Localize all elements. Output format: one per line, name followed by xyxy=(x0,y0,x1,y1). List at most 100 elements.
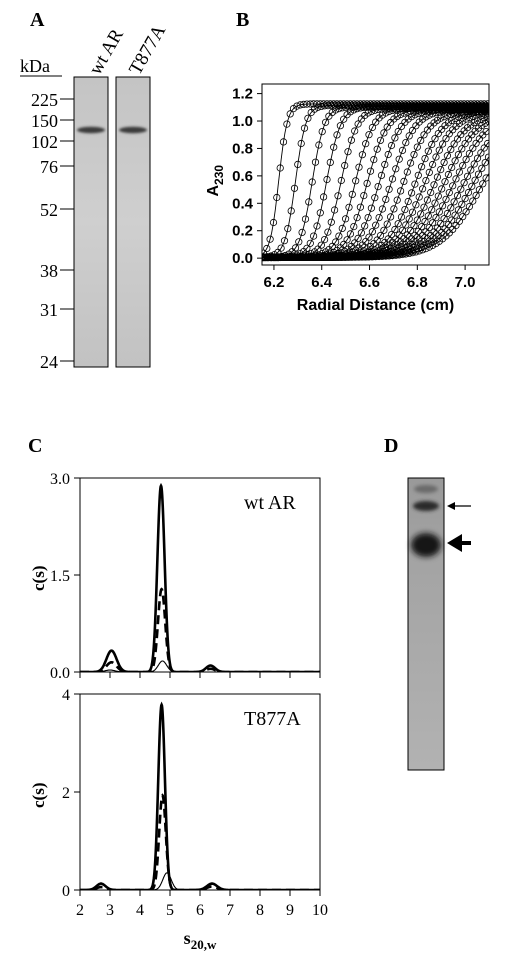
data-point xyxy=(386,213,395,221)
data-point xyxy=(371,106,379,114)
data-point xyxy=(377,171,386,179)
data-point xyxy=(392,106,400,114)
data-point xyxy=(341,161,349,170)
bold-arrow-icon xyxy=(447,534,471,552)
data-point xyxy=(269,218,278,227)
data-point xyxy=(350,223,358,231)
data-point xyxy=(337,176,345,185)
data-point xyxy=(431,199,439,207)
data-point xyxy=(383,220,391,228)
data-point xyxy=(432,153,440,161)
marker-label: 38 xyxy=(40,261,58,281)
data-point xyxy=(326,158,334,166)
data-point xyxy=(316,209,324,217)
data-point xyxy=(484,117,489,125)
data-point xyxy=(366,167,375,175)
marker-label: 150 xyxy=(31,111,58,131)
data-point xyxy=(368,123,376,132)
data-point xyxy=(420,203,428,211)
data-point xyxy=(414,171,422,179)
data-point xyxy=(287,207,295,215)
panel-label-a: A xyxy=(30,9,45,31)
data-point xyxy=(478,164,486,172)
data-point xyxy=(327,218,335,226)
data-point xyxy=(334,192,342,200)
data-point xyxy=(353,214,361,222)
data-point xyxy=(400,109,408,117)
data-point xyxy=(403,168,411,176)
data-point xyxy=(420,131,428,139)
data-point xyxy=(437,114,445,122)
data-point xyxy=(433,173,441,181)
data-point xyxy=(321,118,330,126)
data-point xyxy=(382,109,390,117)
data-point xyxy=(362,140,370,148)
data-point xyxy=(406,107,415,115)
data-point xyxy=(331,106,340,114)
y-tick-label: 1.5 xyxy=(50,568,70,585)
data-point xyxy=(448,116,456,125)
data-point xyxy=(425,224,433,232)
data-point xyxy=(308,178,316,186)
data-point xyxy=(447,145,455,154)
data-point xyxy=(454,151,462,159)
x-axis-title: s20,w xyxy=(184,928,217,952)
x-axis-title-main: s xyxy=(184,928,191,948)
y-axis-title: c(s) xyxy=(29,783,48,808)
data-point xyxy=(448,163,456,172)
data-point xyxy=(421,217,429,226)
data-point xyxy=(484,139,489,148)
y-tick-label: 2 xyxy=(62,785,70,802)
thin-arrow-icon xyxy=(447,502,471,510)
series-thick-dashed xyxy=(80,793,320,890)
data-point xyxy=(417,163,426,171)
data-point xyxy=(355,163,363,171)
data-point xyxy=(294,160,302,168)
main-band xyxy=(411,533,441,557)
data-point xyxy=(314,103,322,111)
plot-frame xyxy=(261,83,490,266)
data-point xyxy=(413,216,421,224)
data-point xyxy=(330,143,338,151)
data-point xyxy=(394,127,402,136)
data-point xyxy=(331,238,340,246)
data-point xyxy=(448,216,456,224)
data-point xyxy=(422,113,430,121)
data-point xyxy=(280,237,289,245)
y-tick-label: 0.4 xyxy=(232,195,254,212)
data-point xyxy=(391,225,399,234)
data-point xyxy=(435,146,443,154)
data-point xyxy=(354,234,362,242)
data-point xyxy=(354,120,362,128)
data-point xyxy=(431,135,439,143)
data-point xyxy=(465,113,473,122)
data-point xyxy=(388,175,397,183)
data-point xyxy=(425,168,433,176)
data-point xyxy=(317,241,325,249)
data-point xyxy=(451,157,459,165)
data-point xyxy=(464,188,473,197)
data-point xyxy=(364,214,372,222)
data-point xyxy=(371,194,379,202)
lane-label-t877a: T877A xyxy=(125,21,170,78)
data-point xyxy=(454,113,462,121)
data-point xyxy=(358,151,366,159)
data-point xyxy=(411,180,419,188)
y-tick-label: 0.0 xyxy=(50,665,70,682)
data-point xyxy=(336,122,344,130)
x-tick-label: 6.4 xyxy=(311,274,333,291)
data-point xyxy=(351,239,359,247)
data-point xyxy=(458,112,466,120)
data-point xyxy=(396,187,405,195)
data-point xyxy=(390,205,398,213)
x-tick-label: 2 xyxy=(76,902,84,919)
boundary-curves xyxy=(262,100,489,262)
marker-label: 52 xyxy=(40,200,58,220)
data-point xyxy=(277,244,285,252)
data-point xyxy=(395,231,403,239)
data-point xyxy=(414,109,422,118)
data-point xyxy=(450,140,458,148)
data-point xyxy=(417,223,426,231)
